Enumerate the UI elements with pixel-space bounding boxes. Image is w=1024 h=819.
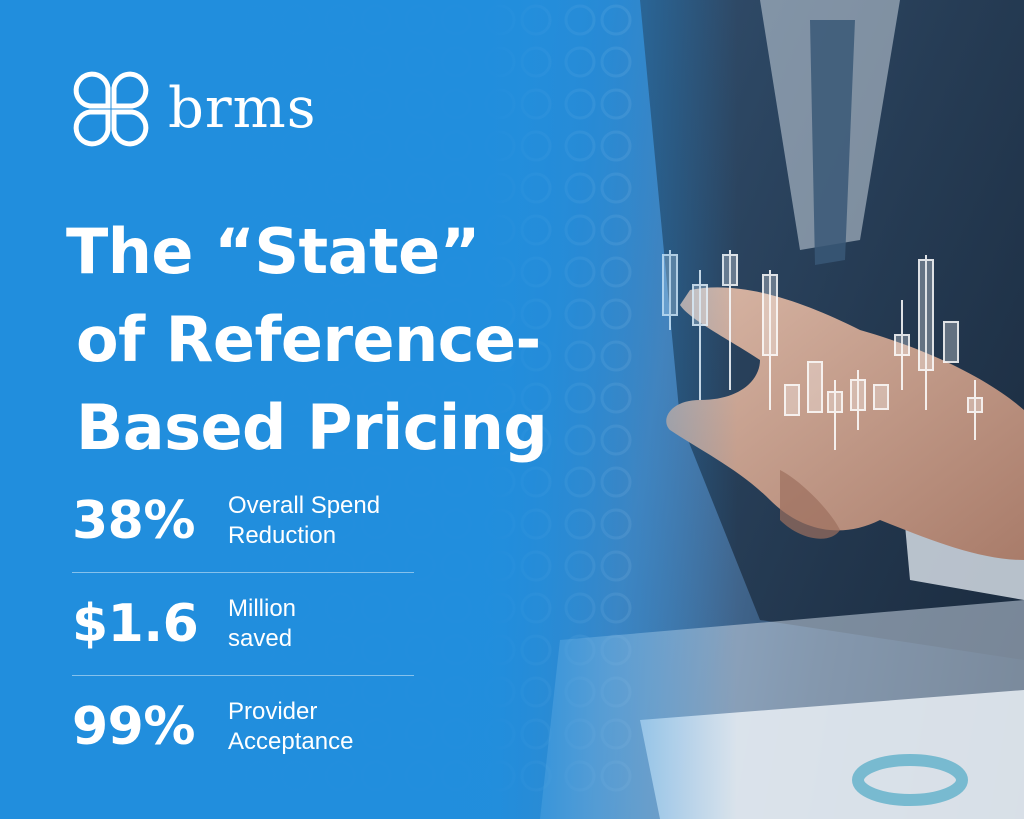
page-title: The “State” of Reference- Based Pricing — [66, 208, 626, 472]
stat-label: Overall Spend Reduction — [228, 492, 381, 549]
brand-logo[interactable]: brms — [72, 70, 316, 148]
stats-list: 38% Overall Spend Reduction $1.6 Million… — [72, 480, 414, 768]
stat-provider-acceptance: 99% Provider Acceptance — [72, 686, 414, 768]
stat-spend-reduction: 38% Overall Spend Reduction — [72, 480, 414, 562]
title-line-1: The “State” — [66, 215, 480, 288]
stat-value: $1.6 — [72, 594, 199, 654]
stat-value: 38% — [72, 491, 195, 551]
stat-divider — [72, 675, 414, 676]
stat-value: 99% — [72, 697, 195, 757]
four-petal-logo-icon — [73, 71, 149, 147]
title-line-3: Based Pricing — [76, 391, 548, 464]
stat-label: Provider Acceptance — [228, 698, 354, 755]
brand-name: brms — [168, 76, 317, 141]
stat-million-saved: $1.6 Million saved — [72, 583, 414, 665]
title-line-2: of Reference- — [76, 303, 541, 376]
stat-divider — [72, 572, 414, 573]
stat-label: Million saved — [228, 595, 297, 652]
